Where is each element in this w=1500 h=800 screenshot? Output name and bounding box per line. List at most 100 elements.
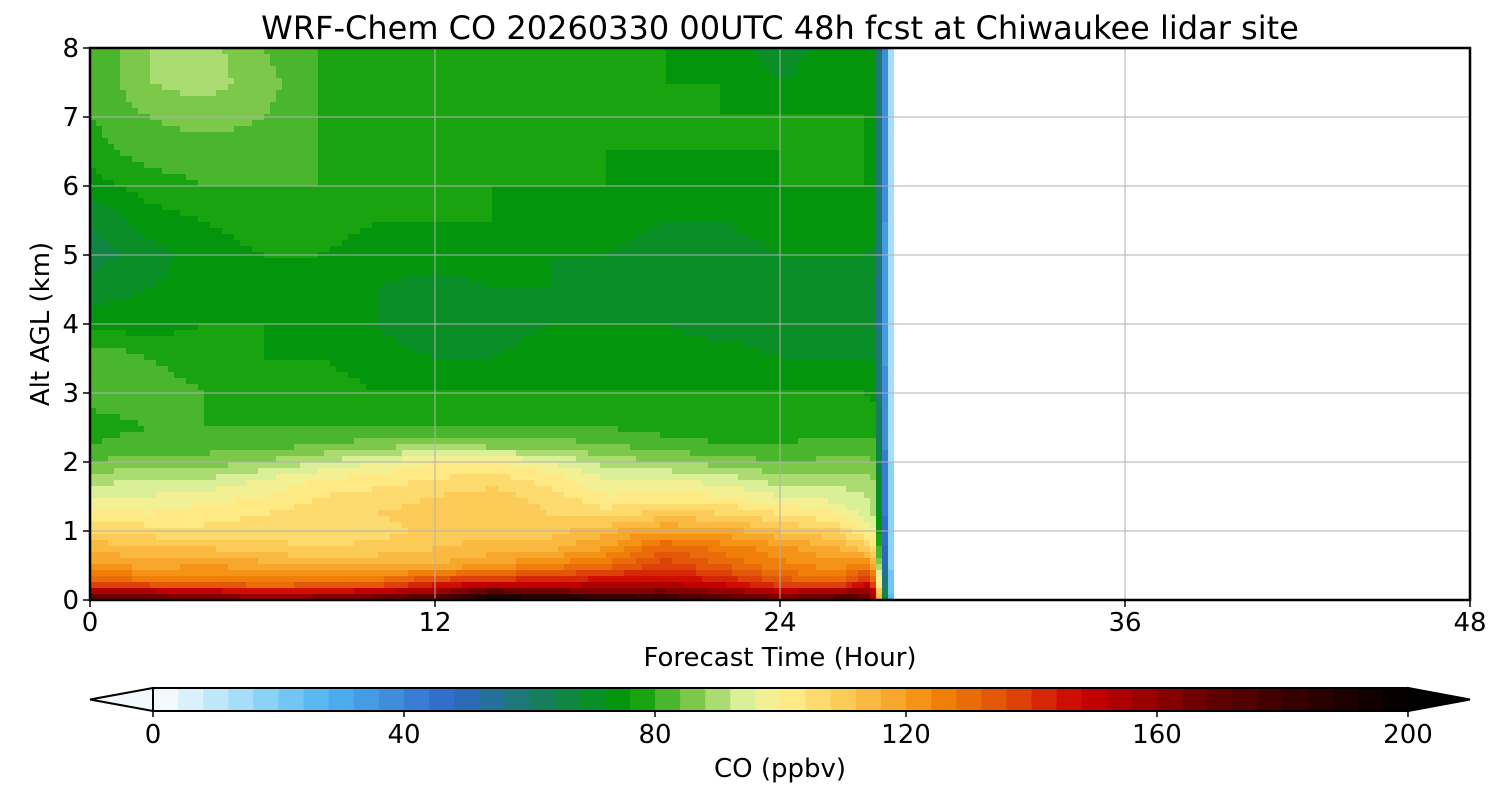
- contour-cell: [810, 54, 817, 61]
- contour-cell: [480, 258, 487, 265]
- contour-cell: [138, 126, 145, 133]
- contour-cell: [354, 120, 361, 127]
- contour-cell: [732, 102, 739, 109]
- contour-cell: [828, 222, 835, 229]
- contour-cell: [180, 174, 187, 181]
- contour-cell: [834, 192, 841, 199]
- contour-cell: [708, 162, 715, 169]
- contour-cell: [228, 138, 235, 145]
- contour-cell: [894, 138, 896, 145]
- contour-cell: [666, 258, 673, 265]
- contour-cell: [348, 246, 355, 253]
- contour-cell: [450, 240, 457, 247]
- contour-cell: [768, 102, 775, 109]
- contour-cell: [834, 234, 841, 241]
- contour-cell: [594, 96, 601, 103]
- contour-cell: [258, 168, 265, 175]
- contour-cell: [360, 48, 367, 55]
- contour-cell: [192, 246, 199, 253]
- contour-cell: [450, 258, 457, 265]
- contour-cell: [810, 192, 817, 199]
- contour-cell: [96, 96, 103, 103]
- contour-cell: [714, 180, 721, 187]
- contour-cell: [576, 186, 583, 193]
- contour-cell: [702, 156, 709, 163]
- contour-cell: [852, 102, 859, 109]
- contour-cell: [396, 198, 403, 205]
- contour-cell: [636, 72, 643, 79]
- contour-cell: [882, 126, 889, 133]
- contour-cell: [534, 156, 541, 163]
- contour-cell: [570, 204, 577, 211]
- contour-cell: [738, 246, 745, 253]
- contour-cell: [252, 60, 259, 67]
- contour-cell: [240, 168, 247, 175]
- contour-cell: [204, 234, 211, 241]
- contour-cell: [126, 174, 133, 181]
- contour-cell: [198, 120, 205, 127]
- contour-cell: [618, 174, 625, 181]
- contour-cell: [846, 48, 853, 55]
- contour-cell: [714, 246, 721, 253]
- contour-cell: [882, 144, 889, 151]
- contour-cell: [204, 240, 211, 247]
- contour-cell: [492, 126, 499, 133]
- contour-cell: [132, 186, 139, 193]
- contour-cell: [102, 138, 109, 145]
- contour-cell: [870, 174, 877, 181]
- contour-cell: [768, 84, 775, 91]
- contour-cell: [696, 120, 703, 127]
- contour-cell: [276, 138, 283, 145]
- contour-cell: [636, 246, 643, 253]
- contour-cell: [768, 48, 775, 55]
- contour-cell: [342, 144, 349, 151]
- contour-cell: [288, 54, 295, 61]
- contour-cell: [456, 78, 463, 85]
- contour-cell: [540, 204, 547, 211]
- contour-cell: [804, 102, 811, 109]
- contour-cell: [774, 204, 781, 211]
- contour-cell: [546, 180, 553, 187]
- contour-cell: [282, 186, 289, 193]
- contour-cell: [642, 228, 649, 235]
- contour-cell: [810, 222, 817, 229]
- contour-cell: [168, 192, 175, 199]
- contour-cell: [636, 54, 643, 61]
- contour-cell: [378, 102, 385, 109]
- contour-cell: [780, 144, 787, 151]
- contour-cell: [240, 156, 247, 163]
- contour-cell: [126, 198, 133, 205]
- contour-cell: [528, 264, 535, 271]
- contour-cell: [540, 96, 547, 103]
- contour-cell: [450, 222, 457, 229]
- contour-cell: [174, 192, 181, 199]
- contour-cell: [858, 246, 865, 253]
- contour-cell: [744, 96, 751, 103]
- contour-cell: [690, 222, 697, 229]
- contour-cell: [414, 228, 421, 235]
- contour-cell: [702, 90, 709, 97]
- contour-cell: [474, 96, 481, 103]
- contour-cell: [312, 138, 319, 145]
- contour-cell: [564, 168, 571, 175]
- contour-cell: [162, 180, 169, 187]
- contour-cell: [876, 72, 883, 79]
- contour-cell: [474, 240, 481, 247]
- contour-cell: [444, 210, 451, 217]
- contour-cell: [150, 78, 157, 85]
- contour-cell: [468, 204, 475, 211]
- contour-cell: [570, 120, 577, 127]
- contour-cell: [426, 120, 433, 127]
- contour-cell: [792, 48, 799, 55]
- contour-cell: [864, 120, 871, 127]
- contour-cell: [498, 102, 505, 109]
- contour-cell: [438, 186, 445, 193]
- contour-cell: [426, 108, 433, 115]
- contour-cell: [798, 186, 805, 193]
- contour-cell: [390, 108, 397, 115]
- contour-cell: [402, 78, 409, 85]
- contour-cell: [312, 132, 319, 139]
- contour-cell: [846, 90, 853, 97]
- contour-cell: [552, 174, 559, 181]
- contour-cell: [744, 102, 751, 109]
